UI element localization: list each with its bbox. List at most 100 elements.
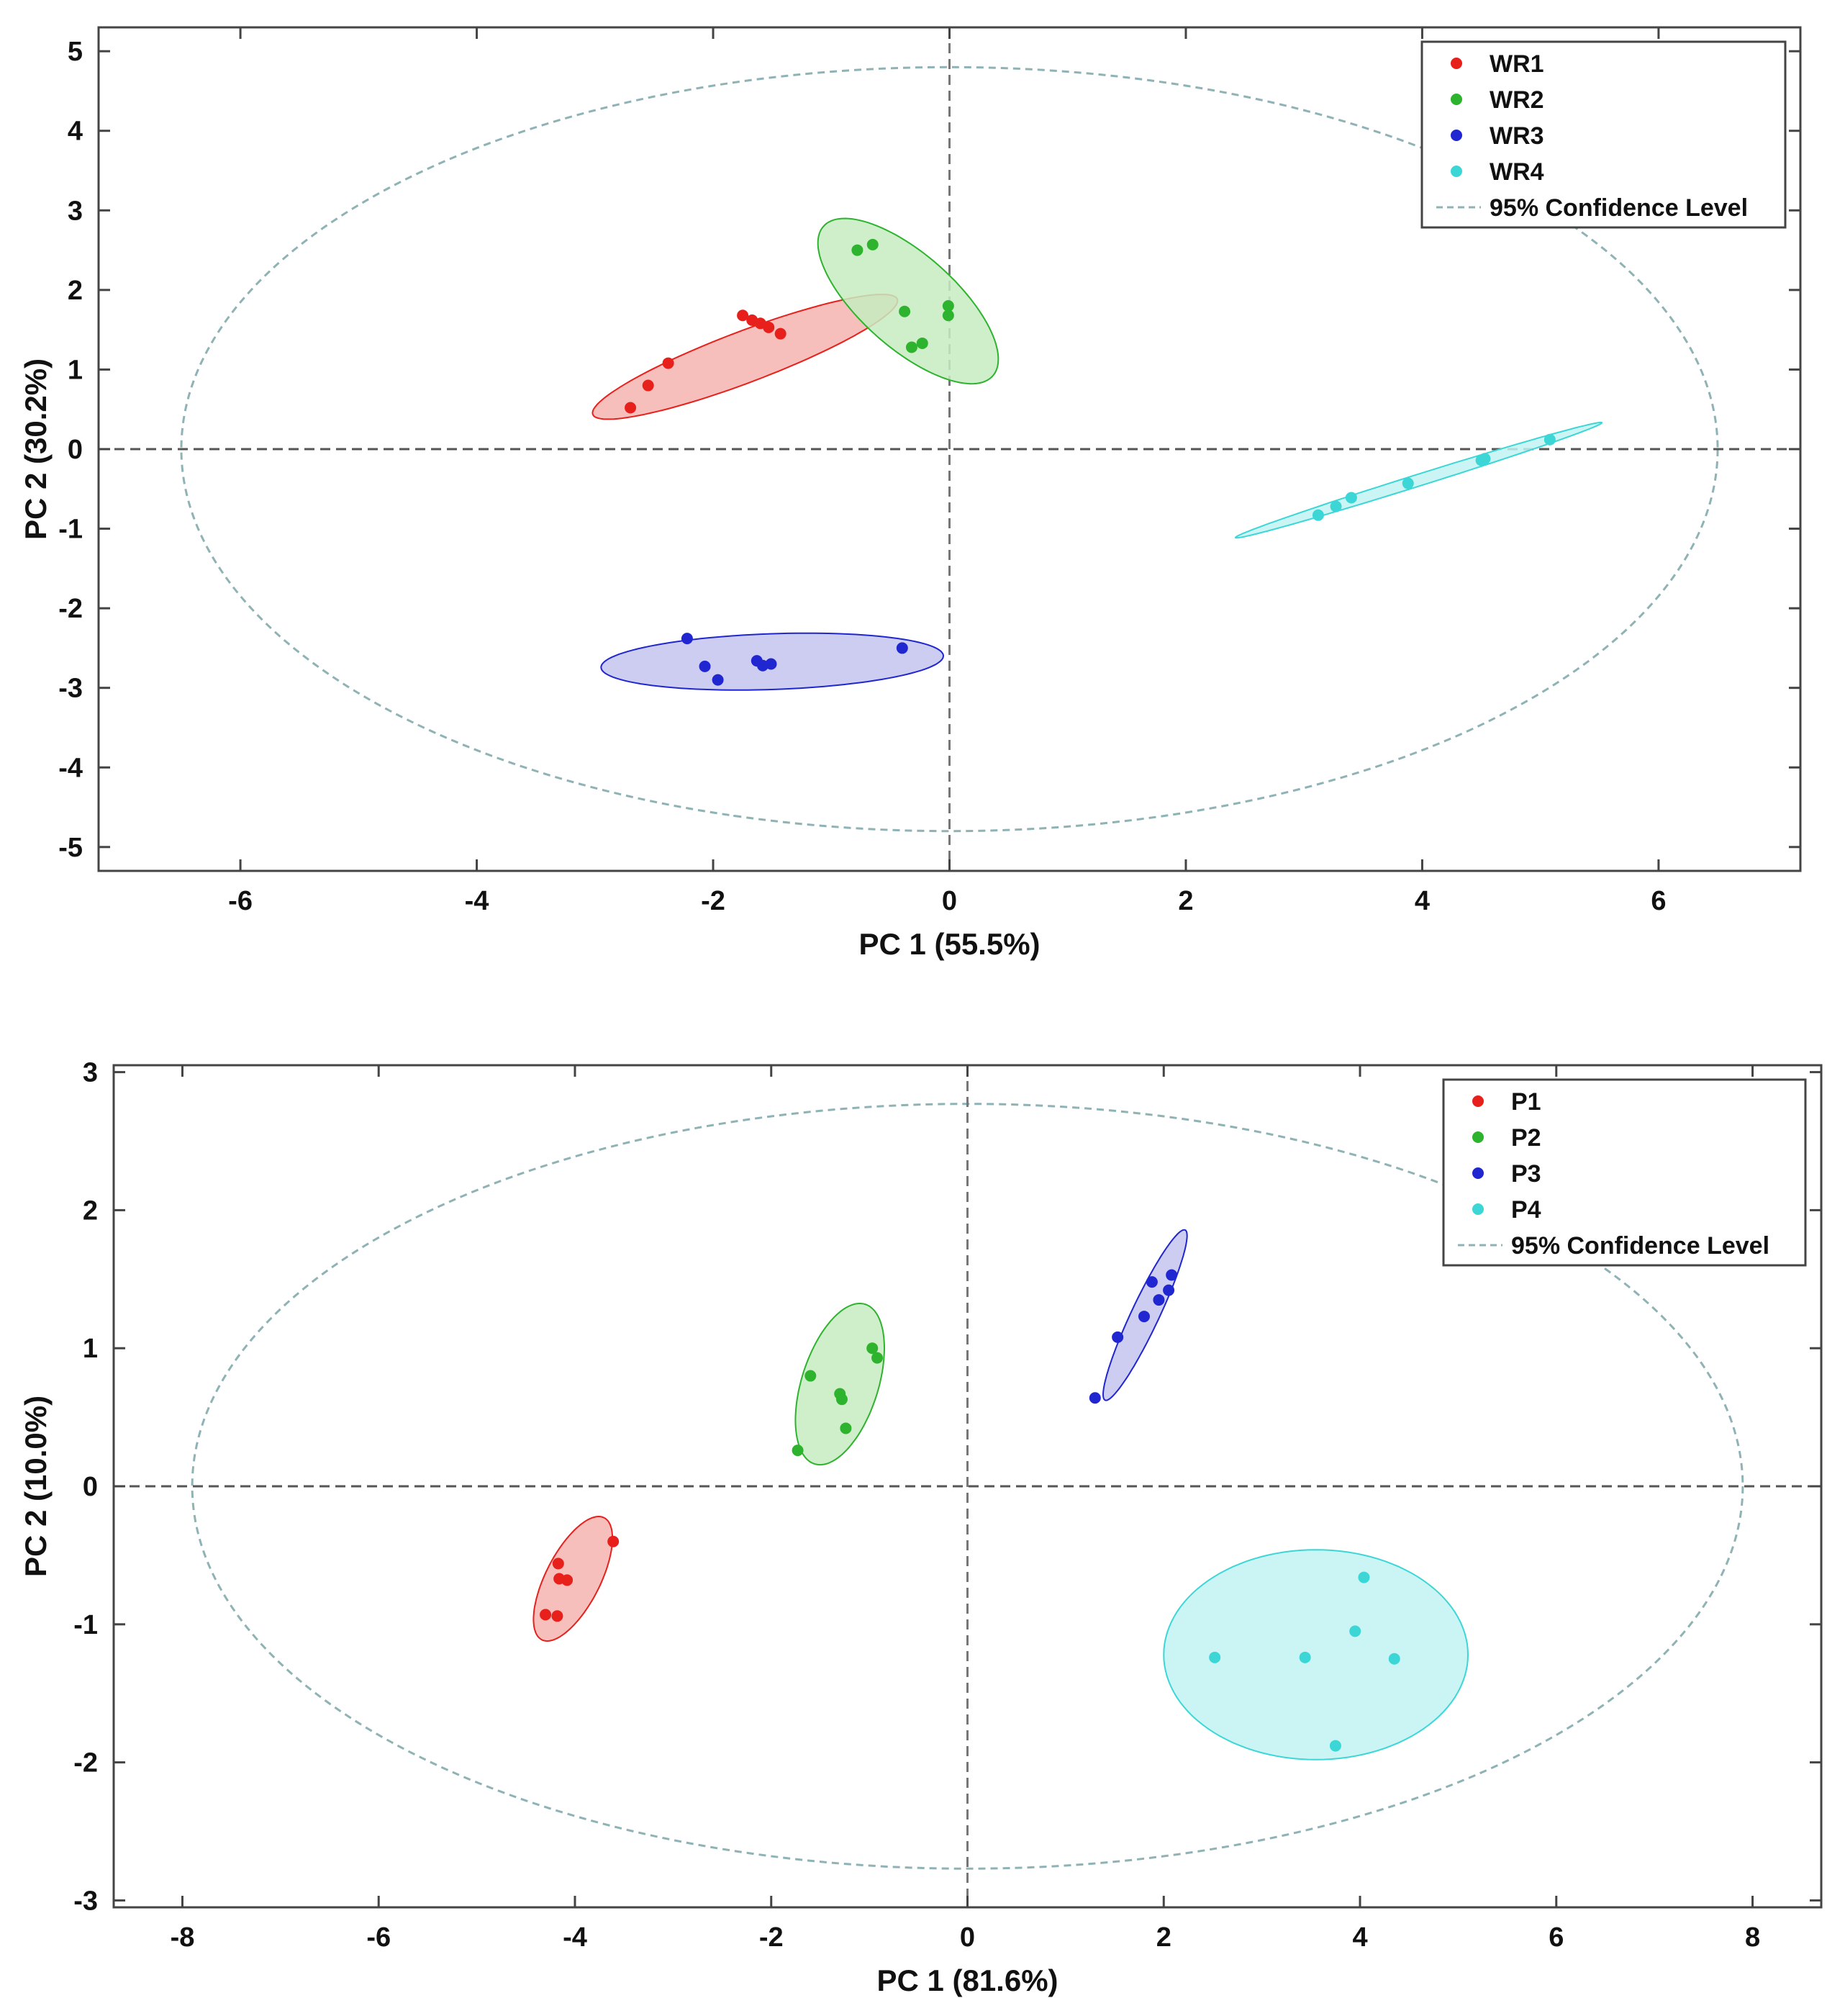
- y-axis-title: PC 2 (10.0%): [19, 1396, 53, 1577]
- pca-plot-wr: -6 -4 -2 0 2 4 6 -5 -4 -3 -2 -1 0 1 2 3 4 5 PC 1 (55.5%) PC…: [19, 26, 1802, 961]
- group-ellipse-wr1: [591, 294, 899, 420]
- data-point-wr3: [765, 658, 777, 670]
- plot-area: [114, 1065, 1821, 1907]
- x-tick-label: -6: [228, 886, 253, 916]
- data-point-p2: [840, 1422, 852, 1434]
- legend-label-wr3: WR3: [1490, 122, 1544, 150]
- data-point-wr4: [1543, 433, 1556, 446]
- legend-marker-wr1: [1451, 58, 1462, 69]
- data-point-p2: [835, 1393, 848, 1406]
- data-point-p3: [1138, 1311, 1150, 1323]
- data-point-p4: [1358, 1571, 1370, 1583]
- data-point-p4: [1329, 1740, 1341, 1752]
- y-tick-label: 0: [68, 435, 83, 465]
- x-tick-label: 0: [942, 886, 957, 916]
- x-tick-label: 4: [1415, 886, 1430, 916]
- y-tick-label: 5: [68, 37, 83, 67]
- data-point-p1: [561, 1574, 574, 1586]
- legend-label-wr4: WR4: [1490, 158, 1544, 186]
- y-tick-label: 1: [68, 355, 83, 385]
- x-tick-label: 6: [1651, 886, 1666, 916]
- data-point-p4: [1349, 1625, 1361, 1637]
- data-point-wr2: [851, 244, 863, 256]
- group-ellipse-p1: [532, 1515, 614, 1642]
- x-axis-title: PC 1 (81.6%): [876, 1963, 1058, 1997]
- data-point-p3: [1146, 1276, 1158, 1288]
- x-tick-label: 2: [1156, 1922, 1171, 1953]
- group-ellipse-p2: [794, 1302, 886, 1466]
- data-point-p3: [1153, 1294, 1165, 1306]
- x-tick-label: -4: [465, 886, 489, 916]
- y-tick-label: -3: [58, 674, 83, 704]
- legend-label-confidence: 95% Confidence Level: [1490, 194, 1748, 222]
- data-point-p2: [804, 1370, 817, 1382]
- x-tick-label: 4: [1352, 1922, 1367, 1953]
- data-point-wr2: [899, 305, 911, 317]
- y-tick-label: 3: [83, 1058, 98, 1088]
- data-point-wr4: [1312, 509, 1324, 521]
- data-point-p3: [1089, 1392, 1101, 1404]
- y-tick-label: 3: [68, 196, 83, 226]
- data-point-p3: [1112, 1331, 1124, 1343]
- y-tick-label: 2: [83, 1195, 98, 1226]
- y-tick-label: -5: [58, 833, 83, 863]
- y-tick-label: 4: [68, 117, 83, 147]
- legend-label-p3: P3: [1511, 1160, 1541, 1188]
- data-point-p4: [1209, 1651, 1221, 1663]
- group-ellipse-wr2: [817, 217, 999, 385]
- data-point-wr3: [681, 633, 693, 645]
- y-tick-label: -2: [58, 594, 83, 624]
- group-ellipse-wr4: [1234, 421, 1603, 539]
- data-point-wr4: [1402, 477, 1414, 489]
- data-point-wr1: [737, 309, 749, 322]
- data-point-wr3: [699, 660, 711, 672]
- x-tick-label: 8: [1745, 1922, 1760, 1953]
- data-point-wr4: [1479, 453, 1491, 465]
- data-point-wr1: [763, 321, 775, 333]
- y-tick-label: 0: [83, 1472, 98, 1502]
- data-point-p4: [1388, 1653, 1400, 1665]
- legend-marker-p4: [1472, 1203, 1484, 1215]
- legend-box: [1420, 40, 1787, 229]
- x-tick-label: 0: [960, 1922, 975, 1953]
- data-point-wr1: [774, 327, 786, 340]
- y-tick-label: 1: [83, 1334, 98, 1364]
- legend-marker-p3: [1472, 1167, 1484, 1179]
- legend-marker-wr4: [1451, 166, 1462, 177]
- data-point-wr4: [1330, 500, 1342, 512]
- x-tick-label: -4: [563, 1922, 587, 1953]
- pca-plot-p: -8 -6 -4 -2 0 2 4 6 8 -3 -2 -1 0 1 2 3 PC 1 (81.6%) PC 2 …: [19, 1058, 1823, 1997]
- data-point-p1: [552, 1558, 564, 1570]
- legend-label-confidence: 95% Confidence Level: [1511, 1232, 1769, 1260]
- legend: WR1 WR2 WR3 WR4 95% Confidence Level: [1420, 40, 1787, 229]
- data-point-wr1: [662, 357, 674, 369]
- data-point-wr2: [942, 309, 954, 322]
- data-point-p4: [1299, 1651, 1311, 1663]
- legend-label-wr2: WR2: [1490, 86, 1544, 114]
- data-point-wr2: [905, 341, 917, 353]
- x-tick-label: 2: [1178, 886, 1193, 916]
- y-tick-label: -1: [58, 515, 83, 545]
- data-point-wr3: [712, 674, 724, 686]
- legend-marker-p2: [1472, 1131, 1484, 1143]
- legend-marker-wr3: [1451, 130, 1462, 141]
- data-point-wr2: [916, 337, 928, 349]
- legend-marker-p1: [1472, 1095, 1484, 1107]
- y-tick-label: -2: [73, 1748, 98, 1778]
- y-tick-label: -1: [73, 1610, 98, 1640]
- x-tick-label: 6: [1549, 1922, 1564, 1953]
- data-point-p2: [866, 1342, 879, 1355]
- data-point-p1: [607, 1535, 620, 1547]
- y-tick-label: -3: [73, 1886, 98, 1916]
- legend-label-p2: P2: [1511, 1124, 1541, 1152]
- legend: P1 P2 P3 P4 95% Confidence Level: [1442, 1078, 1807, 1267]
- data-point-wr2: [866, 238, 879, 250]
- plot-area: [99, 27, 1800, 871]
- data-point-wr1: [642, 379, 654, 392]
- x-tick-label: -6: [366, 1922, 391, 1953]
- data-point-wr2: [942, 299, 954, 312]
- x-axis-title: PC 1 (55.5%): [858, 927, 1040, 961]
- legend-box: [1442, 1078, 1807, 1267]
- legend-label-wr1: WR1: [1490, 50, 1544, 78]
- data-point-wr4: [1345, 492, 1357, 504]
